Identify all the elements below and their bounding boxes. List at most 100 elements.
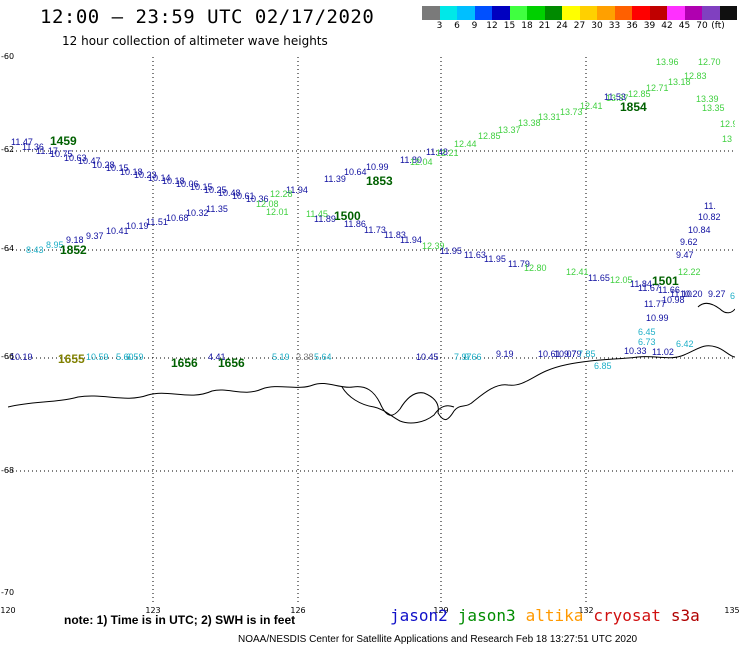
color-scale-label: 39	[643, 21, 656, 31]
color-scale-cell	[439, 6, 457, 20]
color-scale-cell	[667, 6, 685, 20]
track-time-label: 1656	[218, 356, 245, 370]
wave-height-label: 5.60	[116, 352, 134, 362]
wave-height-label: 12.80	[524, 263, 547, 273]
wave-height-label: 11.53	[604, 92, 626, 102]
wave-height-label: 10.98	[662, 295, 685, 305]
wave-height-label: 8.43	[26, 245, 44, 255]
color-scale-label: 27	[573, 21, 586, 31]
color-scale-cell	[632, 6, 650, 20]
wave-height-label: 10.20	[680, 289, 703, 299]
wave-height-label: 10.64	[344, 167, 367, 177]
wave-height-label: 12.21	[436, 148, 459, 158]
latitude-tick-label: -66	[1, 352, 15, 361]
wave-height-label: 9.37	[86, 231, 104, 241]
page-subtitle: 12 hour collection of altimeter wave hei…	[62, 34, 328, 48]
color-scale-cell	[457, 6, 475, 20]
wave-height-label: 11.35	[206, 204, 228, 214]
footnote: note: 1) Time is in UTC; 2) SWH is in fe…	[64, 613, 296, 627]
color-scale-label: 42	[661, 21, 673, 31]
wave-height-label: 4.41	[208, 352, 226, 362]
wave-height-label: 11.95	[484, 254, 506, 264]
antarctic-coastline	[8, 345, 735, 420]
wave-height-label: 10.19	[10, 352, 33, 362]
wave-height-label: 13.37	[606, 93, 629, 103]
wave-height-label: 11.66	[658, 285, 680, 295]
wave-height-label: 12.83	[684, 71, 707, 81]
wave-height-labels: 11.4711.3611.1710.7510.6310.4710.2810.15…	[10, 57, 735, 371]
wave-height-label: 11.79	[508, 259, 530, 269]
wave-height-label: 11.86	[344, 219, 366, 229]
color-scale-cell	[509, 6, 527, 20]
wave-height-label: 6.85	[594, 361, 612, 371]
wave-height-label: 10.18	[162, 176, 185, 186]
wave-height-label: 13.73	[560, 107, 583, 117]
wave-height-label: 9.18	[66, 235, 84, 245]
wave-height-label: 12.85	[628, 89, 651, 99]
wave-height-label: 11.67	[638, 283, 660, 293]
wave-height-label: 11.17	[36, 146, 58, 156]
wave-height-label: 11.77	[644, 299, 666, 309]
wave-height-label: 13.39	[696, 94, 719, 104]
wave-height-label: 11.94	[400, 235, 422, 245]
color-scale-labels: 3 6 9 12 15 18 21 24 27 30 33 36 39 42 45 70 (ft)	[422, 21, 740, 35]
color-scale	[422, 6, 737, 20]
wave-height-label: 10.68	[166, 213, 189, 223]
wave-height-label: 13.31	[538, 112, 561, 122]
wave-height-label: 7.97	[454, 352, 472, 362]
track-time-label: 1500	[334, 209, 361, 223]
wave-height-label: 12.71	[646, 83, 669, 93]
wave-height-label: 10.59	[86, 352, 109, 362]
wave-height-label: 11.45	[306, 209, 328, 219]
track-time-label: 1853	[366, 174, 393, 188]
latitude-tick-label: -68	[1, 466, 15, 475]
wave-height-label: 11.48	[426, 147, 448, 157]
color-scale-cell	[474, 6, 492, 20]
wave-height-label: 10.47	[78, 156, 101, 166]
latitude-tick-label: -62	[1, 145, 15, 154]
wave-height-label: 9.79	[564, 349, 582, 359]
longitude-tick-label: 126	[290, 606, 306, 615]
wave-height-label: 9.27	[708, 289, 726, 299]
wave-height-label: 11.47	[11, 137, 33, 147]
wave-height-label: 7.85	[578, 349, 596, 359]
legend-jason2: jason2	[390, 606, 448, 625]
longitude-tick-label: 120	[0, 606, 16, 615]
wave-height-label: 6.59	[126, 352, 144, 362]
wave-height-label: 10.07	[554, 349, 577, 359]
color-scale-cell	[527, 6, 545, 20]
wave-height-label: 12.9	[720, 119, 735, 129]
color-scale-cell	[649, 6, 667, 20]
wave-height-label: 11.39	[324, 174, 346, 184]
wave-height-label: 12.85	[478, 131, 501, 141]
color-scale-cell	[597, 6, 615, 20]
longitude-tick-label: 132	[578, 606, 594, 615]
longitude-tick-label: 123	[145, 606, 161, 615]
wave-height-label: 13.37	[498, 125, 521, 135]
coastline-east	[697, 302, 735, 314]
wave-height-label: 13.38	[518, 118, 541, 128]
wave-height-label: 10.75	[50, 149, 73, 159]
wave-height-label: 11.84	[630, 279, 652, 289]
color-scale-label: 9	[471, 21, 478, 31]
wave-height-label: 6.9	[730, 291, 735, 301]
color-scale-label: 33	[608, 21, 621, 31]
wave-height-label: 11.95	[440, 246, 462, 256]
wave-height-label: 11.83	[384, 230, 406, 240]
graticule	[8, 57, 735, 603]
wave-height-label: 2.38	[296, 352, 314, 362]
color-scale-cell	[562, 6, 580, 20]
latitude-tick-label: -60	[1, 52, 15, 61]
wave-height-label: 10.28	[92, 160, 115, 170]
color-scale-label: 12	[486, 21, 498, 31]
wave-height-label: 10.63	[64, 153, 87, 163]
wave-height-label: 10.61	[538, 349, 561, 359]
track-time-label: 1459	[50, 134, 77, 148]
wave-height-label: 10.36	[246, 194, 269, 204]
color-scale-label: 18	[521, 21, 533, 31]
track-time-label: 1501	[652, 274, 679, 288]
wave-height-label: 13.96	[656, 57, 679, 67]
color-scale-label: 21	[538, 21, 551, 31]
credit-line: NOAA/NESDIS Center for Satellite Applica…	[238, 634, 638, 645]
wave-height-label: 13.18	[668, 77, 691, 87]
